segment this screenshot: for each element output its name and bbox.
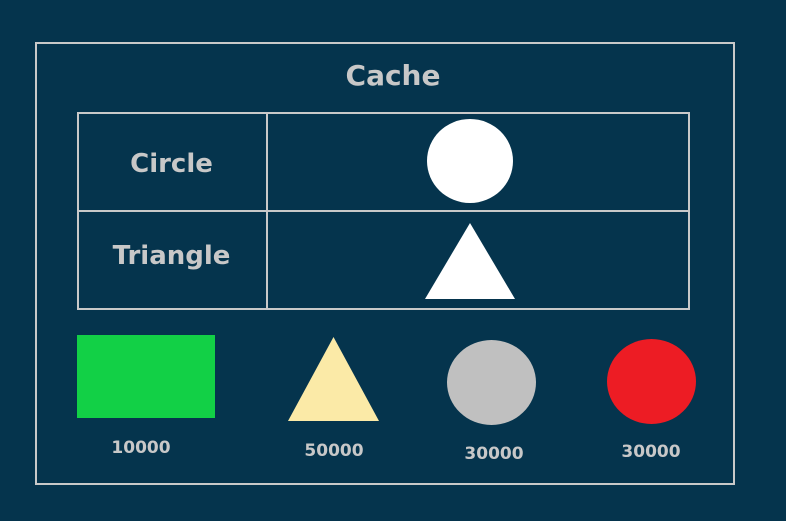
cache-circle <box>427 119 513 203</box>
item-4-shape <box>607 339 696 424</box>
cache-title: Cache <box>345 59 441 92</box>
item-2-shape <box>288 337 379 421</box>
item-1-value: 10000 <box>111 438 171 458</box>
red-circle <box>607 339 696 424</box>
cache-circle-shape <box>427 119 513 203</box>
item-3-shape <box>447 340 536 425</box>
cache-table-row-divider <box>77 210 690 212</box>
green-rectangle <box>77 335 215 418</box>
gray-circle <box>447 340 536 425</box>
yellow-triangle <box>288 337 379 421</box>
cache-triangle <box>425 223 515 299</box>
item-1-shape <box>77 335 215 418</box>
cache-row-label-circle: Circle <box>130 149 213 179</box>
item-4-value: 30000 <box>621 442 681 462</box>
item-3-value: 30000 <box>464 444 524 464</box>
diagram-frame <box>35 42 735 485</box>
cache-triangle-shape <box>425 223 515 299</box>
item-2-value: 50000 <box>304 441 364 461</box>
cache-row-label-triangle: Triangle <box>112 241 231 271</box>
